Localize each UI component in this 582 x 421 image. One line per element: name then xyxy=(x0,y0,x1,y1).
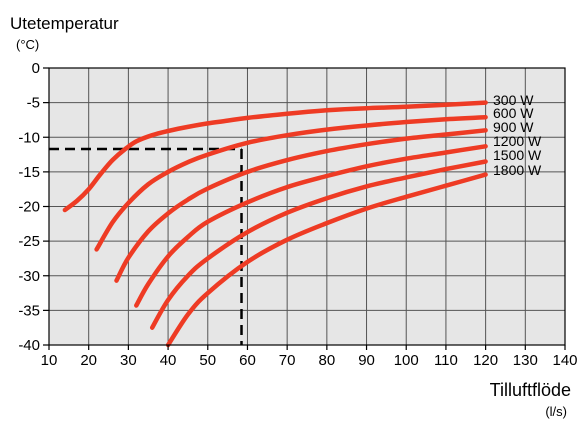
series-label-2: 900 W xyxy=(493,119,534,135)
series-group xyxy=(62,100,488,348)
y-tick-label: -25 xyxy=(18,233,40,250)
y-tick-label: -10 xyxy=(18,129,40,146)
x-tick-label: 30 xyxy=(120,352,137,369)
x-tick-label: 140 xyxy=(552,352,577,369)
series-label-4: 1500 W xyxy=(493,147,542,163)
x-tick-label: 80 xyxy=(319,352,336,369)
x-tick-label: 10 xyxy=(41,352,58,369)
series-line-1 xyxy=(94,114,488,252)
reference-lines xyxy=(49,147,243,345)
x-tick-label: 100 xyxy=(394,352,419,369)
y-axis-unit: (°C) xyxy=(16,37,39,52)
y-tick-label: -40 xyxy=(18,337,40,354)
x-tick-label: 120 xyxy=(473,352,498,369)
series-label-3: 1200 W xyxy=(493,133,542,149)
y-tick-labels: 0 -5 -10 -15 -20 -25 -30 -35 -40 xyxy=(18,60,49,354)
series-label-1: 600 W xyxy=(493,105,534,121)
series-line-4 xyxy=(149,159,488,330)
x-tick-label: 110 xyxy=(434,352,458,369)
y-axis-title: Utetemperatur xyxy=(10,14,119,33)
y-tick-label: -5 xyxy=(27,95,40,112)
x-tick-label: 50 xyxy=(199,352,216,369)
x-axis-unit: (l/s) xyxy=(545,404,567,419)
x-tick-label: 20 xyxy=(80,352,97,369)
x-tick-label: 70 xyxy=(279,352,296,369)
x-tick-label: 60 xyxy=(239,352,256,369)
y-tick-label: 0 xyxy=(32,60,40,77)
x-tick-label: 130 xyxy=(513,352,538,369)
x-axis-title: Tilluftflöde xyxy=(490,380,571,400)
x-tick-labels: 10 20 30 40 50 60 70 80 90 100 110 120 130 140 xyxy=(41,345,578,369)
y-tick-label: -30 xyxy=(18,268,40,285)
x-tick-label: 40 xyxy=(160,352,177,369)
series-line-5 xyxy=(165,172,488,348)
y-tick-label: -15 xyxy=(18,164,40,181)
series-line-2 xyxy=(114,128,488,283)
series-label-0: 300 W xyxy=(493,92,534,108)
series-line-3 xyxy=(134,144,488,308)
series-line-0 xyxy=(62,100,488,213)
series-label-5: 1800 W xyxy=(493,162,542,178)
x-tick-label: 90 xyxy=(358,352,375,369)
y-tick-label: -35 xyxy=(18,302,40,319)
y-tick-label: -20 xyxy=(18,199,40,216)
